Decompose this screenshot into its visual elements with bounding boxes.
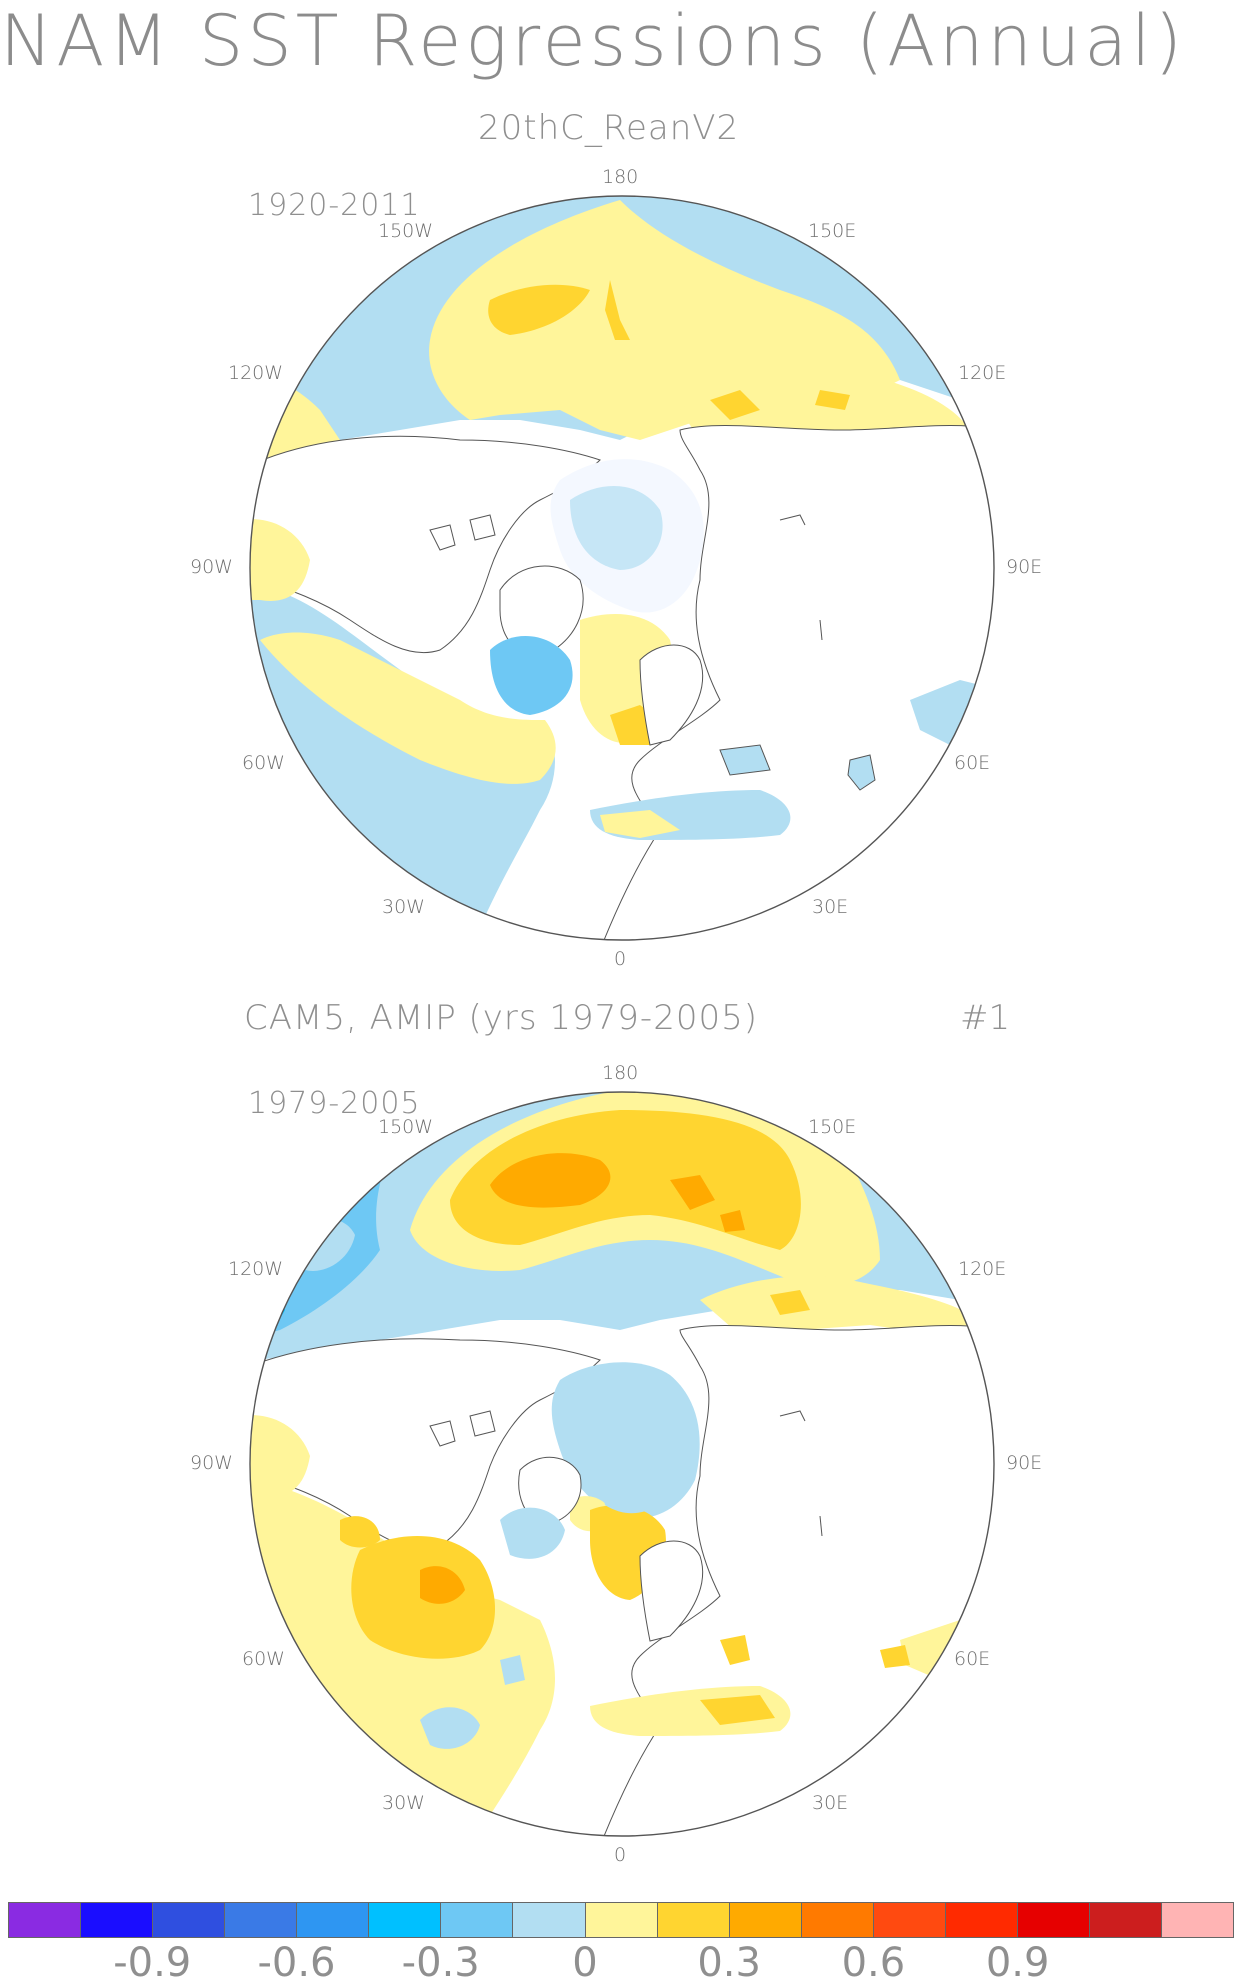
panel2-atlantic-blue-patch [420,1655,525,1749]
panel2-scandinavia [639,1540,704,1642]
panel2-map-border [249,1091,995,1837]
colorbar-tick-label: 0.6 [841,1940,906,1986]
panel2-lon-30e: 30E [812,1792,849,1814]
colorbar-swatch [657,1903,730,1937]
colorbar-swatch [801,1903,874,1937]
panel1-lon-120e: 120E [958,362,1007,384]
colorbar-swatch [585,1903,658,1937]
panel1-labrador-blue [490,636,573,715]
panel2-lon-180: 180 [602,1062,639,1084]
panel2-atlantic-gold-west [340,1516,380,1548]
colorbar-tick-label: 0 [572,1940,598,1986]
colorbar-swatch [153,1903,226,1937]
panel1-lon-120w: 120W [228,362,284,384]
panel2-pacific-gold [450,1110,801,1250]
colorbar-swatch [225,1903,298,1937]
colorbar-swatch [9,1903,82,1937]
panel1-med-yellow [600,810,680,838]
panel2-lon-150w: 150W [378,1116,434,1138]
panel1-scandinavia [639,644,704,746]
panel2-norwegian-blue [600,1475,660,1514]
colorbar [8,1902,1234,1938]
panel1-lon-30e: 30E [812,896,849,918]
panel1-lon-60e: 60E [954,752,991,774]
panel2-arabian-gold [880,1645,910,1668]
colorbar-tick-label: -0.6 [257,1940,336,1986]
panel1-subtitle: 20thC_ReanV2 [478,108,740,148]
panel1-arctic-blue [570,486,663,570]
colorbar-tick-label: -0.3 [401,1940,480,1986]
panel1-map [250,196,994,940]
panel2-pacific-orange [490,1153,745,1232]
colorbar-tick-label: -0.9 [113,1940,192,1986]
colorbar-swatch [945,1903,1018,1937]
panel1-lon-90e: 90E [1006,556,1043,578]
panel2-lon-120e: 120E [958,1258,1007,1280]
panel1-arabian-yellow [950,735,994,770]
panel2-lon-90e: 90E [1006,1452,1043,1474]
panel1-pacific-orange [488,284,590,335]
panel1-lon-60w: 60W [242,752,285,774]
colorbar-swatch [369,1903,442,1937]
panel2-arctic-blue [551,1362,700,1519]
panel1-pacific-orange-2 [605,280,630,340]
panel1-lon-150e: 150E [808,220,857,242]
panel2-map [250,1092,994,1836]
colorbar-swatch [1089,1903,1162,1937]
panel1-map-border [249,195,995,941]
panel2-labrador-blue [500,1507,565,1559]
panel2-lon-150e: 150E [808,1116,857,1138]
colorbar-swatch [441,1903,514,1937]
panel2-period: 1979-2005 [248,1086,421,1121]
colorbar-swatch [873,1903,946,1937]
panel1-gulf-yellow [250,519,310,601]
panel1-lon-150w: 150W [378,220,434,242]
panel2-med-gold [700,1635,775,1725]
colorbar-swatch [729,1903,802,1937]
panel2-lon-120w: 120W [228,1258,284,1280]
panel2-lon-0: 0 [614,1844,627,1866]
panel2-lon-60e: 60E [954,1648,991,1670]
panel2-gulf-yellow [250,1415,310,1497]
colorbar-swatch [513,1903,586,1937]
panel1-lon-30w: 30W [382,896,425,918]
panel1-lon-0: 0 [614,948,627,970]
figure-title: NAM SST Regressions (Annual) [0,0,1186,82]
panel1-siberian-orange [710,390,850,420]
panel1-caspian [719,744,876,791]
colorbar-swatch [81,1903,154,1937]
panel1-namerica-land [250,435,601,654]
panel2-lon-90w: 90W [190,1452,233,1474]
panel2-run-number: #1 [960,998,1011,1038]
panel1-period: 1920-2011 [248,188,421,223]
panel1-atlantic-yellow [260,632,556,784]
panel2-siberian-yellow [700,1276,980,1335]
panel2-atlantic-orange [420,1566,465,1604]
colorbar-swatch [297,1903,370,1937]
colorbar-swatch [1162,1903,1234,1937]
panel1-lon-180: 180 [602,166,639,188]
panel2-siberian-gold [770,1290,810,1315]
colorbar-swatch [1017,1903,1090,1937]
colorbar-tick-label: 0.9 [985,1940,1050,1986]
panel2-subtitle: CAM5, AMIP (yrs 1979-2005) [244,998,758,1038]
panel2-lon-30w: 30W [382,1792,425,1814]
panel2-lon-60w: 60W [242,1648,285,1670]
colorbar-tick-label: 0.3 [697,1940,761,1986]
panel1-lon-90w: 90W [190,556,233,578]
